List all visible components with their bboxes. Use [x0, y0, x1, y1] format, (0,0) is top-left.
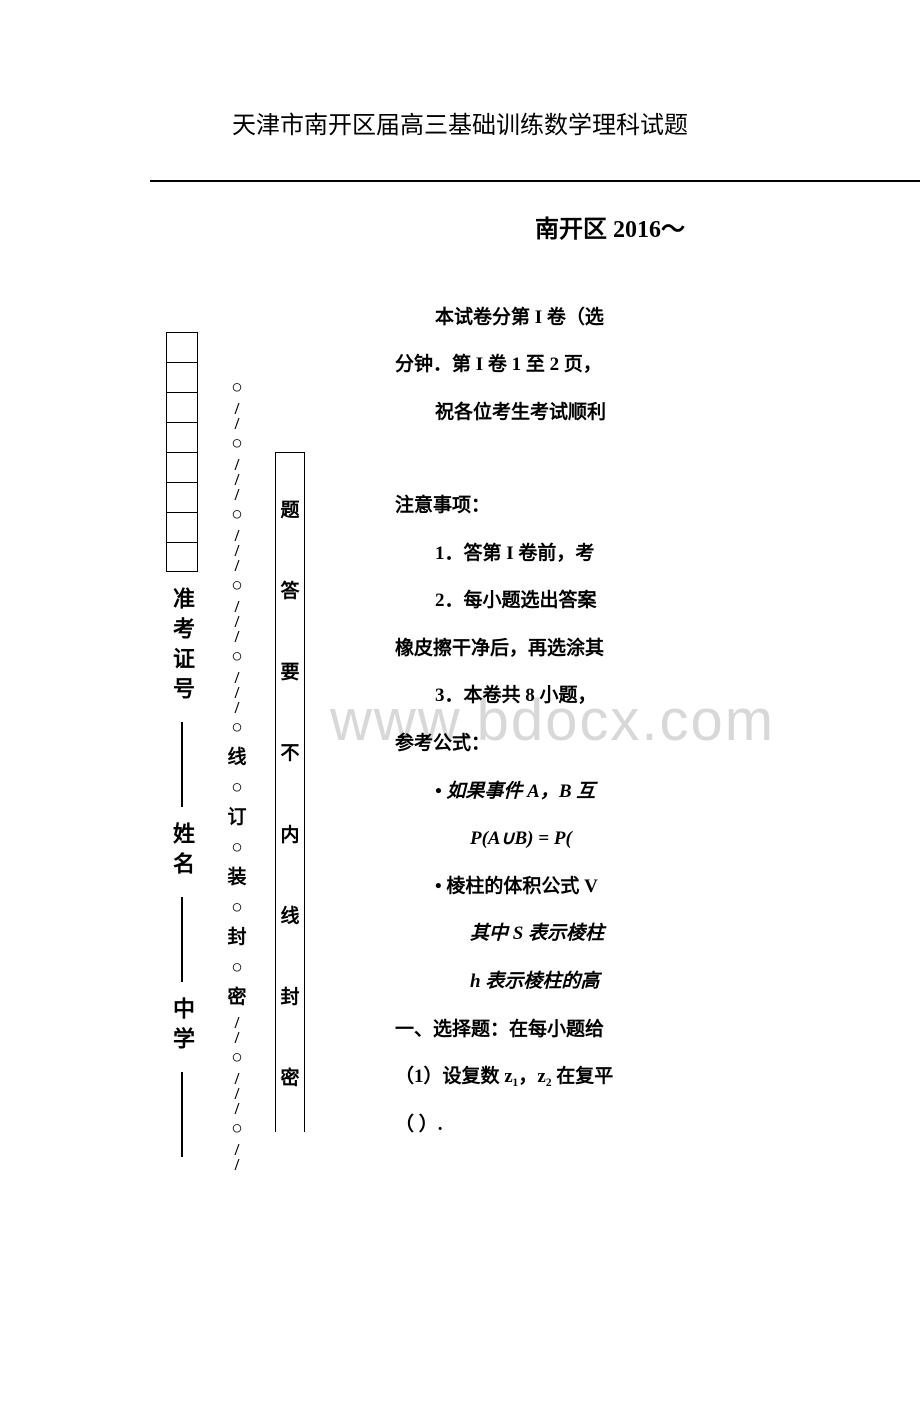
region-header: 南开区 2016～ [535, 202, 920, 260]
student-info-column: 中学 姓名 准考证号 [162, 202, 202, 1162]
id-box [166, 362, 198, 392]
intro-line: 祝各位考生考试顺利 [395, 390, 920, 436]
seal-char: 不 [280, 738, 299, 765]
seal-char: 密 [280, 1063, 299, 1090]
id-box [166, 482, 198, 512]
formula-text: 其中 S 表示棱柱 [470, 923, 604, 944]
perf-seal-char: 密 [227, 981, 246, 1015]
id-box [166, 542, 198, 572]
perf-slash: / [235, 1101, 240, 1116]
perforation-column: //○///○//密○封○装○订○线○///○///○///○///○//○ [222, 192, 252, 1172]
question: （1）设复数 z₁，z₂ 在复平 [395, 1054, 920, 1100]
id-box [166, 422, 198, 452]
exam-content: www.bdocx.com 中学 姓名 准考证号 //○///○//密○封○装○… [150, 180, 920, 1180]
seal-char: 内 [280, 820, 299, 847]
perf-slash: / [235, 629, 240, 644]
perf-circle: ○ [231, 775, 242, 801]
formula-text: P(A∪B) = P( [470, 828, 572, 849]
seal-char: 线 [280, 901, 299, 928]
id-box [166, 512, 198, 542]
seal-char: 要 [280, 657, 299, 684]
notice-item: 橡皮擦干净后，再选涂其 [395, 626, 920, 672]
formula-line: • 棱柱的体积公式 V [395, 864, 920, 910]
perf-slash: / [235, 1030, 240, 1045]
perf-circle: ○ [231, 1045, 242, 1071]
notice-item: 3．本卷共 8 小题， [395, 673, 920, 719]
formula-line: P(A∪B) = P( [395, 816, 920, 862]
seal-char: 答 [280, 576, 299, 603]
perf-slash: / [235, 416, 240, 431]
perf-circle: ○ [231, 431, 242, 457]
formula-text: h 表示棱柱的高 [470, 971, 599, 992]
id-label: 准考证号 [166, 587, 198, 707]
perf-circle: ○ [231, 715, 242, 741]
page-title: 天津市南开区届高三基础训练数学理科试题 [0, 105, 920, 140]
perf-seal-char: 装 [227, 861, 246, 895]
perf-circle: ○ [231, 502, 242, 528]
notice-item: 2．每小题选出答案 [395, 578, 920, 624]
seal-char: 封 [280, 982, 299, 1009]
id-box [166, 332, 198, 362]
seal-line-box: 密封线内不要答题 [275, 452, 305, 1132]
info-line [181, 722, 183, 807]
formula-line: h 表示棱柱的高 [395, 959, 920, 1005]
id-boxes [166, 332, 198, 572]
formula-text: • 如果事件 A，B 互 [435, 781, 595, 802]
perf-circle: ○ [231, 895, 242, 921]
perf-slash: / [235, 1157, 240, 1172]
perf-slash: / [235, 487, 240, 502]
perf-seal-char: 订 [227, 801, 246, 835]
perf-circle: ○ [231, 375, 242, 401]
perf-slash: / [235, 558, 240, 573]
perf-circle: ○ [231, 955, 242, 981]
perf-seal-char: 线 [227, 741, 246, 775]
section-heading: 一、选择题：在每小题给 [395, 1007, 920, 1053]
intro-line: 分钟．第 I 卷 1 至 2 页， [395, 342, 920, 388]
perf-seal-char: 封 [227, 921, 246, 955]
id-box [166, 392, 198, 422]
info-line [181, 1072, 183, 1157]
question-paren: （ ）. [395, 1102, 920, 1148]
formula-title: 参考公式： [395, 721, 920, 767]
formula-line: • 如果事件 A，B 互 [395, 769, 920, 815]
notice-item: 1．答第 I 卷前，考 [395, 531, 920, 577]
perf-circle: ○ [231, 573, 242, 599]
info-line [181, 897, 183, 982]
perf-circle: ○ [231, 835, 242, 861]
name-label: 姓名 [166, 822, 198, 882]
perf-slash: / [235, 700, 240, 715]
perf-circle: ○ [231, 1116, 242, 1142]
intro-line: 本试卷分第 I 卷（选 [395, 295, 920, 341]
seal-char: 题 [280, 495, 299, 522]
notice-title: 注意事项： [395, 483, 920, 529]
id-box [166, 452, 198, 482]
perf-circle: ○ [231, 644, 242, 670]
school-label: 中学 [166, 997, 198, 1057]
formula-line: 其中 S 表示棱柱 [395, 911, 920, 957]
exam-body: 南开区 2016～ 本试卷分第 I 卷（选 分钟．第 I 卷 1 至 2 页， … [395, 202, 920, 1147]
